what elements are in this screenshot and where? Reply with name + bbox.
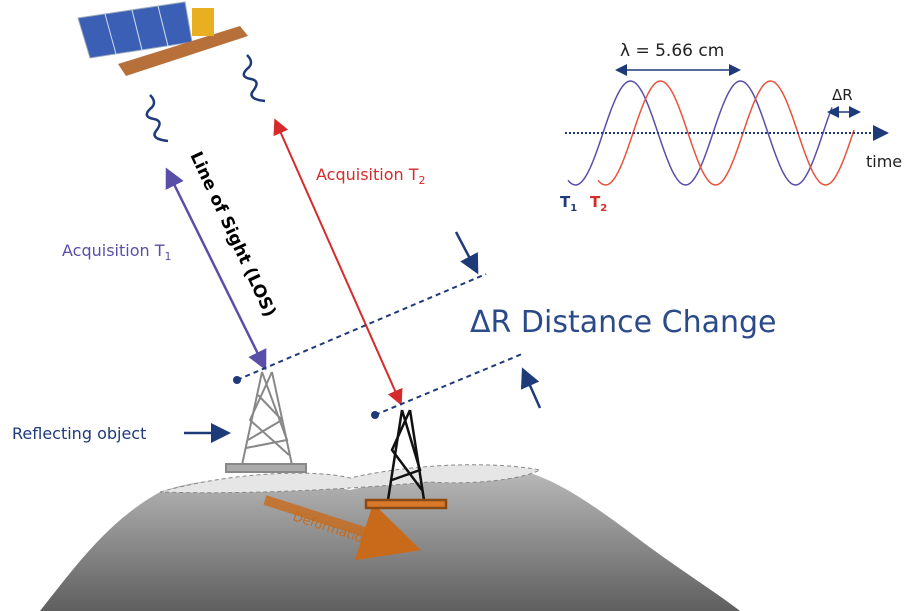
dashed-line [236,273,487,381]
acquisition-t2-text: Acquisition T [316,165,419,184]
t2-subscript: 2 [600,203,607,214]
distance-change-label: ΔR Distance Change [470,305,776,340]
acquisition-t1-label: Acquisition T1 [62,241,172,263]
terrain-top [159,464,542,494]
deformation-arrow [263,495,422,561]
dashed-line [374,353,523,416]
tower-gray [225,371,307,473]
wave-t1 [567,80,833,186]
acquisition-t1-subscript: 1 [165,250,172,263]
arrow [520,367,542,409]
t2-text: T [590,193,601,211]
reflecting-object-label: Reflecting object [12,424,146,443]
los-arrow [165,167,267,371]
t1-text: T [560,193,571,211]
acquisition-t2-label: Acquisition T2 [316,165,426,187]
wavelength-label: λ = 5.66 cm [620,41,724,61]
arrow [454,231,479,275]
t2-label: T2 [590,193,607,214]
t1-label: T1 [560,193,577,214]
satellite [77,1,248,76]
time-label: time [866,152,902,171]
wave-t2 [597,80,855,186]
point [233,376,241,384]
signal [145,94,169,143]
tower-black [364,409,448,510]
acquisition-t1-text: Acquisition T [62,241,165,260]
acquisition-arrow [273,118,403,406]
delta-label: ΔR [832,86,853,104]
acquisition-t2-subscript: 2 [419,174,426,187]
t1-subscript: 1 [570,203,577,214]
signal [242,54,266,103]
point [371,411,379,419]
